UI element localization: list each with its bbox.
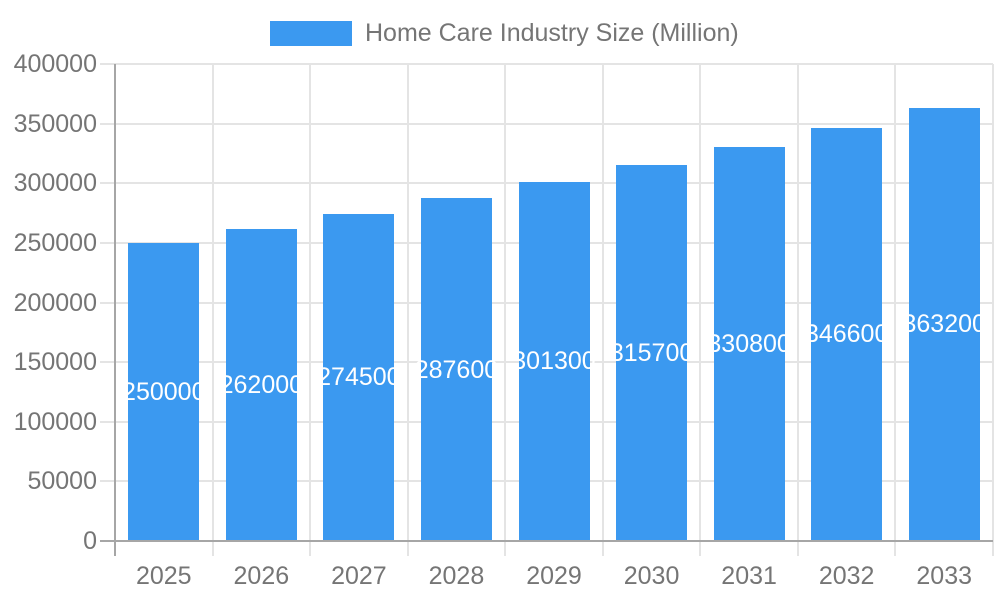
x-axis-label: 2032	[818, 562, 875, 590]
x-axis-label: 2031	[721, 562, 777, 590]
y-axis-label: 50000	[27, 467, 97, 496]
bar[interactable]	[616, 164, 688, 541]
x-axis-label: 2027	[331, 562, 387, 590]
bar[interactable]	[811, 127, 883, 541]
x-axis-label: 2033	[916, 562, 973, 590]
legend-swatch	[270, 21, 352, 46]
bar[interactable]	[225, 228, 297, 541]
x-gridline	[211, 64, 214, 556]
y-gridline	[100, 122, 993, 125]
y-axis-label: 400000	[13, 50, 97, 78]
y-axis-label: 200000	[13, 288, 97, 317]
y-axis-label: 300000	[13, 169, 97, 198]
bar[interactable]	[323, 213, 395, 541]
y-axis-label: 0	[83, 527, 97, 555]
legend-label: Home Care Industry Size (Million)	[365, 19, 739, 47]
x-axis-label: 2026	[233, 562, 290, 590]
x-gridline	[504, 64, 507, 556]
x-axis-label: 2029	[526, 562, 582, 590]
x-gridline	[992, 64, 994, 556]
x-axis-label: 2028	[428, 562, 485, 590]
x-axis-line	[100, 540, 993, 542]
x-axis-label: 2030	[623, 562, 680, 590]
x-axis-label: 2025	[135, 562, 192, 590]
y-axis-label: 350000	[13, 109, 97, 138]
bar[interactable]	[713, 146, 785, 541]
bar[interactable]	[420, 198, 492, 541]
x-gridline	[894, 64, 897, 556]
x-gridline	[309, 64, 312, 556]
y-axis-label: 100000	[13, 407, 97, 436]
bar[interactable]	[518, 181, 590, 541]
bar[interactable]	[128, 242, 200, 541]
x-gridline	[796, 64, 799, 556]
x-gridline	[601, 64, 604, 556]
y-axis-label: 150000	[13, 348, 97, 377]
y-gridline	[100, 63, 993, 65]
y-axis-label: 250000	[13, 228, 97, 257]
bar[interactable]	[908, 107, 980, 541]
x-gridline	[406, 64, 409, 556]
y-axis-line	[114, 64, 116, 556]
x-gridline	[699, 64, 702, 556]
